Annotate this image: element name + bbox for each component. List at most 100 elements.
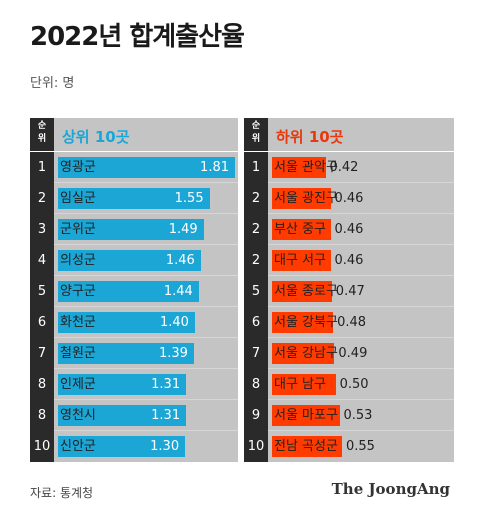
region-label: 서울 종로구	[274, 284, 338, 299]
row-divider	[268, 368, 454, 369]
rank-header: 순 위	[30, 120, 54, 150]
header-divider	[244, 151, 454, 152]
row-divider	[268, 399, 454, 400]
region-label: 서울 강북구	[274, 315, 338, 330]
bar	[272, 405, 340, 426]
brand-logo: The JoongAng	[331, 480, 450, 498]
row-divider	[268, 337, 454, 338]
row-divider	[268, 213, 454, 214]
region-label: 서울 마포구	[274, 408, 338, 423]
table-row: 2 서울 광진구 0.46	[244, 183, 454, 214]
row-divider	[54, 306, 238, 307]
region-label: 서울 관악구	[274, 160, 338, 175]
region-label: 영천시	[60, 408, 96, 423]
rank-number: 6	[37, 315, 47, 330]
row-divider	[268, 244, 454, 245]
table-row: 5 양구군 1.44	[30, 276, 238, 307]
bar	[272, 312, 334, 333]
table-row: 10 전남 곡성군 0.55	[244, 431, 454, 462]
row-divider	[268, 182, 454, 183]
rank-header-char-2: 위	[37, 134, 47, 144]
value-label: 0.46	[334, 191, 364, 206]
row-divider	[54, 213, 238, 214]
table-row: 2 부산 중구 0.46	[244, 214, 454, 245]
region-label: 부산 중구	[274, 222, 326, 237]
row-divider	[268, 275, 454, 276]
bottom-10-panel: 순 위 하위 10곳 1 서울 관악구 0.42 2 서울 광진구 0.46 2 부산 중구 0…	[244, 118, 454, 462]
bar	[58, 157, 235, 178]
region-label: 영광군	[60, 160, 96, 175]
value-label: 1.44	[163, 284, 193, 299]
rank-number: 1	[37, 160, 47, 175]
table-row: 3 군위군 1.49	[30, 214, 238, 245]
value-label: 0.48	[337, 315, 367, 330]
value-label: 1.39	[158, 346, 188, 361]
bar	[272, 188, 331, 209]
rank-number: 2	[251, 253, 261, 268]
value-label: 1.46	[165, 253, 195, 268]
bar	[58, 374, 187, 395]
rank-header: 순 위	[244, 120, 268, 150]
rank-number: 9	[251, 408, 261, 423]
rank-number: 4	[37, 253, 47, 268]
rank-number: 8	[37, 408, 47, 423]
row-divider	[54, 430, 238, 431]
row-divider	[268, 306, 454, 307]
bar	[272, 281, 332, 302]
region-label: 대구 서구	[274, 253, 326, 268]
table-row: 1 영광군 1.81	[30, 152, 238, 183]
unit-label: 단위: 명	[30, 76, 75, 91]
value-label: 1.40	[159, 315, 189, 330]
top-10-panel: 순 위 상위 10곳 1 영광군 1.81 2 임실군 1.55 3 군위군 1.49 4 의성군 1…	[30, 118, 238, 462]
row-divider	[54, 275, 238, 276]
row-divider	[268, 430, 454, 431]
bar	[58, 250, 201, 271]
bar	[58, 436, 186, 457]
value-label: 1.81	[200, 160, 229, 175]
bottom-10-title: 하위 10곳	[276, 128, 344, 146]
region-label: 임실군	[60, 191, 96, 206]
region-label: 대구 남구	[274, 377, 326, 392]
table-row: 6 서울 강북구 0.48	[244, 307, 454, 338]
rank-number: 10	[247, 439, 265, 454]
bar	[272, 157, 326, 178]
value-label: 0.49	[338, 346, 368, 361]
value-label: 1.49	[168, 222, 198, 237]
rank-header-char-1: 순	[37, 121, 47, 131]
value-label: 0.50	[339, 377, 369, 392]
region-label: 서울 광진구	[274, 191, 338, 206]
value-label: 1.30	[150, 439, 180, 454]
rank-number: 2	[251, 191, 261, 206]
table-row: 9 서울 마포구 0.53	[244, 400, 454, 431]
table-row: 1 서울 관악구 0.42	[244, 152, 454, 183]
bar	[272, 219, 331, 240]
table-row: 7 서울 강남구 0.49	[244, 338, 454, 369]
table-row: 2 임실군 1.55	[30, 183, 238, 214]
region-label: 인제군	[60, 377, 96, 392]
value-label: 0.53	[343, 408, 373, 423]
bar	[58, 281, 199, 302]
rank-column	[244, 118, 268, 462]
region-label: 군위군	[60, 222, 96, 237]
bar	[58, 343, 194, 364]
rank-number: 6	[251, 315, 261, 330]
region-label: 신안군	[60, 439, 96, 454]
rank-number: 3	[37, 222, 47, 237]
table-row: 6 화천군 1.40	[30, 307, 238, 338]
row-divider	[54, 368, 238, 369]
region-label: 의성군	[60, 253, 96, 268]
bar	[272, 374, 336, 395]
chart-title: 2022년 합계출산율	[30, 22, 245, 52]
rank-number: 7	[37, 346, 47, 361]
bar	[58, 405, 187, 426]
row-divider	[54, 182, 238, 183]
row-divider	[54, 399, 238, 400]
top-10-title: 상위 10곳	[62, 128, 130, 146]
value-label: 0.46	[334, 253, 364, 268]
rank-number: 8	[37, 377, 47, 392]
rank-number: 5	[37, 284, 47, 299]
value-label: 0.55	[346, 439, 375, 454]
bar	[272, 250, 331, 271]
table-row: 4 의성군 1.46	[30, 245, 238, 276]
rank-number: 8	[251, 377, 261, 392]
